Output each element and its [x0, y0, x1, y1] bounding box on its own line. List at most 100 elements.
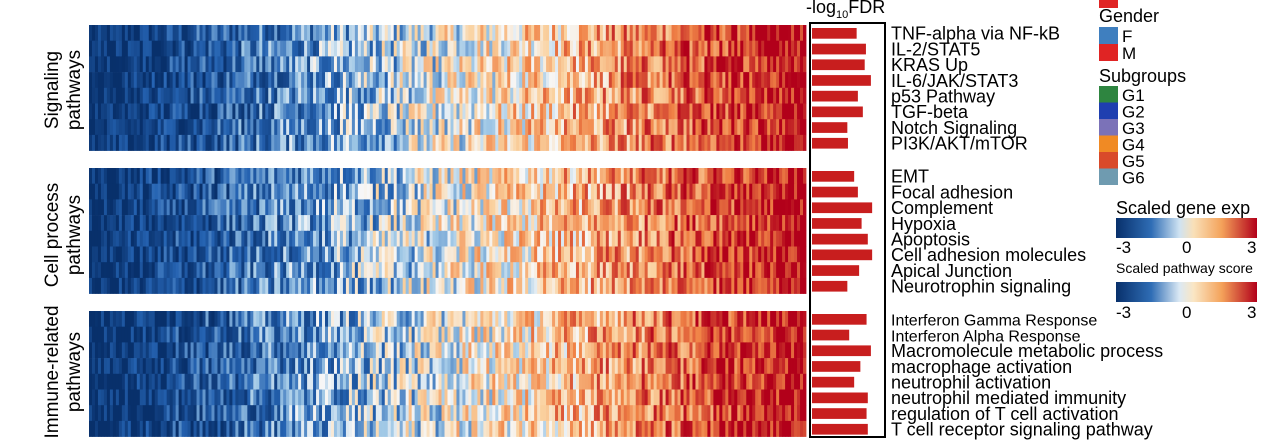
heatmap-cell [728, 342, 732, 359]
heatmap-cell [758, 246, 762, 263]
heatmap-cell [366, 358, 371, 375]
heatmap-cell [235, 262, 239, 279]
heatmap-cell [172, 183, 177, 200]
heatmap-cell [555, 25, 559, 41]
heatmap-cell [534, 358, 538, 375]
heatmap-cell [363, 199, 368, 216]
heatmap-cell [465, 246, 469, 263]
heatmap-cell [749, 40, 753, 57]
heatmap-cell [740, 103, 744, 120]
heatmap-cell [537, 25, 541, 41]
heatmap-cell [758, 311, 762, 327]
heatmap-cell [605, 103, 610, 120]
heatmap-cell [668, 87, 672, 104]
heatmap-cell [109, 215, 114, 232]
heatmap-cell [232, 358, 236, 375]
heatmap-cell [393, 342, 398, 359]
heatmap-cell [250, 168, 254, 184]
heatmap-cell [558, 183, 562, 200]
heatmap-cell [118, 311, 123, 327]
heatmap-cell [662, 342, 666, 359]
heatmap-cell [354, 358, 359, 375]
heatmap-cell [537, 119, 541, 136]
heatmap-cell [256, 103, 260, 120]
heatmap-cell [791, 72, 795, 89]
heatmap-cell [268, 311, 272, 327]
heatmap-cell [100, 103, 105, 120]
heatmap-cell [770, 183, 774, 200]
heatmap-cell [761, 168, 765, 184]
heatmap-cell [641, 230, 646, 247]
heatmap-cell [447, 40, 451, 57]
heatmap-cell [746, 72, 750, 89]
heatmap-cell [453, 326, 457, 343]
heatmap-cell [268, 168, 272, 184]
heatmap-cell [426, 56, 430, 73]
heatmap-cell [513, 168, 517, 184]
heatmap-cell [193, 373, 197, 390]
heatmap-cell [686, 230, 690, 247]
heatmap-cell [381, 326, 386, 343]
heatmap-cell [115, 199, 120, 216]
heatmap-cell [486, 119, 490, 136]
heatmap-cell [163, 87, 168, 104]
heatmap-cell [474, 373, 478, 390]
heatmap-cell [770, 134, 774, 151]
heatmap-cell [265, 168, 269, 184]
heatmap-cell [402, 326, 407, 343]
heatmap-cell [546, 358, 550, 375]
heatmap-cell [695, 119, 699, 136]
heatmap-cell [94, 72, 99, 89]
heatmap-cell [572, 262, 577, 279]
heatmap-cell [504, 373, 508, 390]
heatmap-cell [232, 326, 236, 343]
heatmap-cell [438, 87, 442, 104]
heatmap-cell [761, 134, 765, 151]
heatmap-cell [665, 373, 669, 390]
heatmap-cell [800, 119, 804, 136]
heatmap-cell [564, 262, 568, 279]
heatmap-cell [513, 373, 517, 390]
heatmap-cell [292, 277, 296, 294]
heatmap-cell [348, 373, 353, 390]
heatmap-cell [764, 72, 768, 89]
heatmap-cell [737, 246, 741, 263]
heatmap-cell [680, 246, 684, 263]
heatmap-cell [788, 134, 792, 151]
heatmap-cell [641, 168, 646, 184]
heatmap-cell [280, 342, 284, 359]
heatmap-cell [190, 277, 194, 294]
heatmap-cell [528, 72, 532, 89]
heatmap-cell [605, 262, 610, 279]
heatmap-cell [229, 40, 233, 57]
heatmap-cell [689, 25, 693, 41]
heatmap-cell [142, 277, 147, 294]
heatmap-cell [396, 373, 401, 390]
heatmap-cell [145, 358, 150, 375]
heatmap-cell [635, 40, 640, 57]
heatmap-cell [567, 183, 571, 200]
heatmap-cell [504, 134, 508, 151]
heatmap-cell [581, 56, 586, 73]
heatmap-cell [635, 103, 640, 120]
heatmap-cell [375, 56, 380, 73]
heatmap-cell [528, 373, 532, 390]
heatmap-cell [354, 311, 359, 327]
heatmap-cell [151, 246, 156, 263]
heatmap-cell [97, 358, 102, 375]
heatmap-cell [157, 56, 162, 73]
heatmap-cell [543, 358, 547, 375]
heatmap-cell [665, 262, 669, 279]
heatmap-cell [414, 40, 419, 57]
heatmap-cell [384, 87, 389, 104]
heatmap-cell [572, 25, 577, 41]
heatmap-cell [692, 311, 696, 327]
heatmap-cell [737, 262, 741, 279]
heatmap-cell [172, 87, 177, 104]
heatmap-cell [519, 25, 523, 41]
heatmap-cell [800, 342, 804, 359]
heatmap-cell [157, 326, 162, 343]
heatmap-cell [776, 183, 780, 200]
heatmap-cell [348, 40, 353, 57]
heatmap-cell [623, 87, 628, 104]
